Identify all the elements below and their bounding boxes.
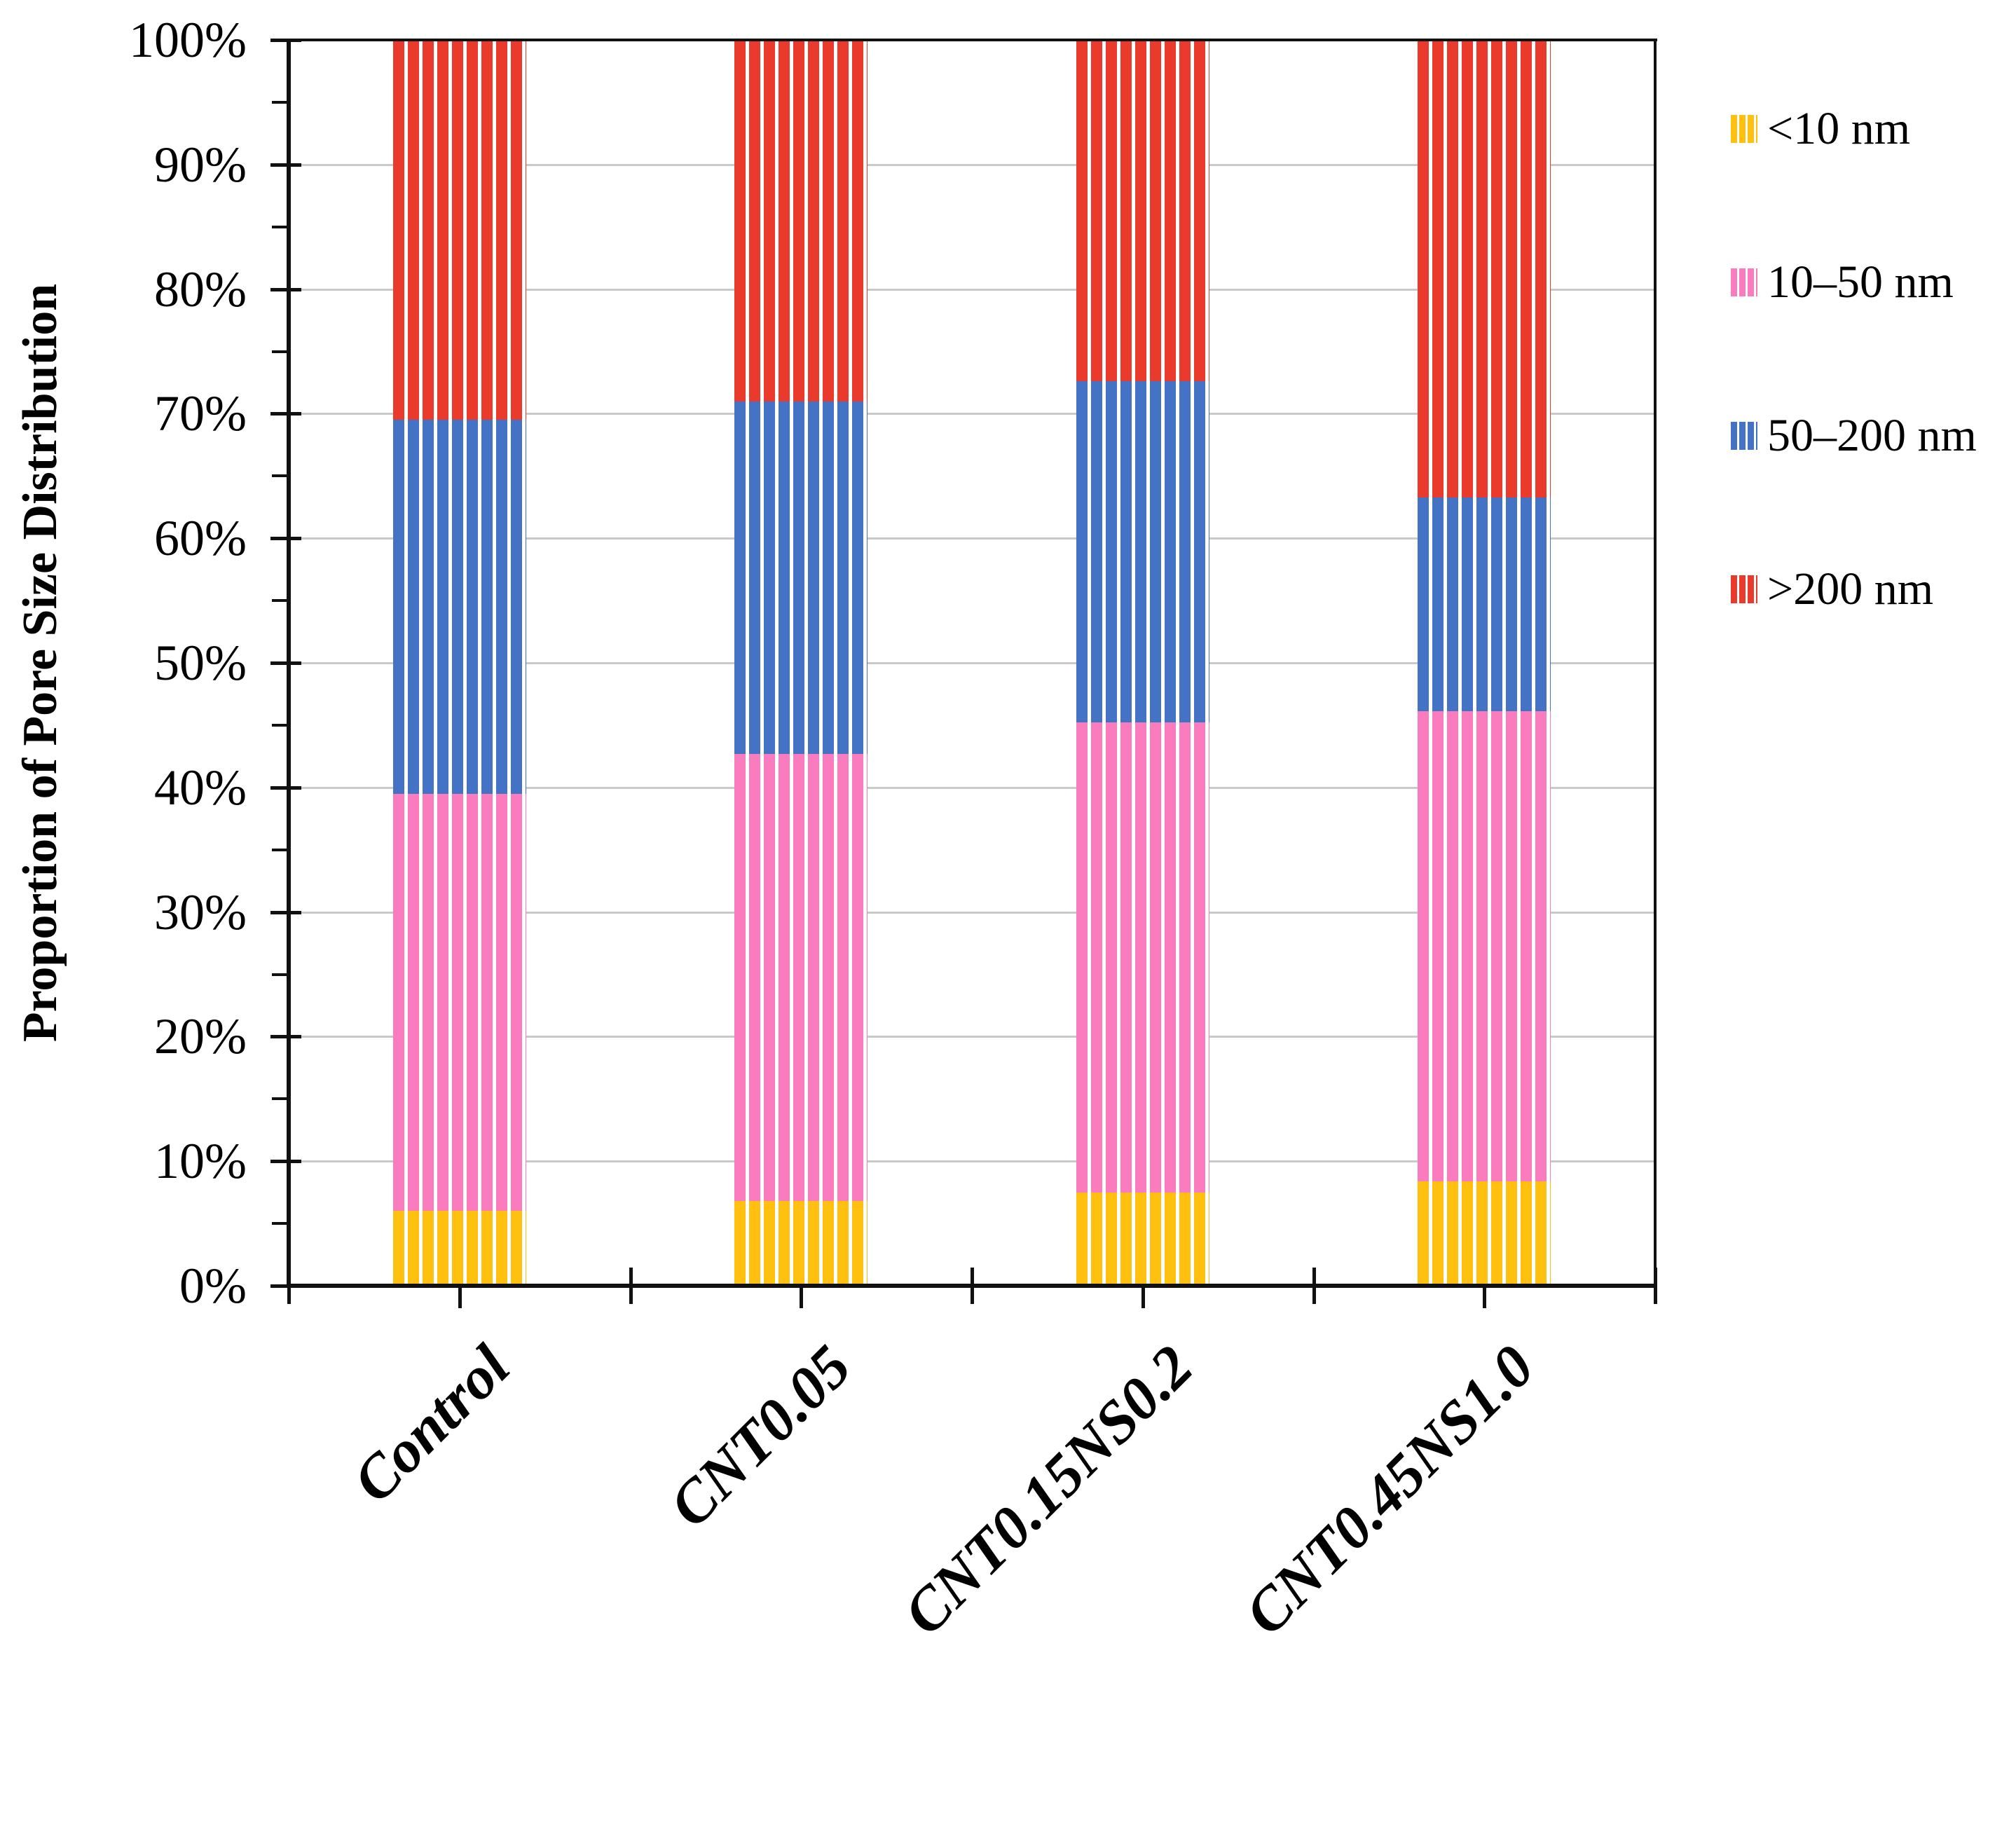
bar-segment — [392, 420, 526, 794]
bar-segment — [392, 793, 526, 1211]
y-tick-label: 50% — [154, 635, 247, 691]
y-gridline — [289, 537, 1655, 540]
x-boundary-tick — [1312, 1268, 1316, 1304]
bar-segment — [1418, 497, 1551, 712]
y-gridline — [289, 662, 1655, 664]
y-minor-tick — [272, 973, 289, 976]
legend-swatch — [1731, 422, 1757, 450]
bar-segment — [1076, 381, 1209, 723]
legend-swatch — [1731, 115, 1757, 143]
legend-label: 10–50 nm — [1767, 256, 1954, 308]
bar-segment — [392, 1211, 526, 1286]
y-major-tick — [270, 537, 301, 541]
y-minor-tick — [272, 1097, 289, 1101]
y-major-tick — [270, 163, 301, 167]
y-major-tick — [270, 39, 301, 42]
y-tick-label: 0% — [179, 1258, 247, 1314]
legend-label: 50–200 nm — [1767, 410, 1977, 461]
y-tick-label: 20% — [154, 1008, 247, 1065]
y-major-tick — [270, 287, 301, 291]
bar-segment — [1418, 1181, 1551, 1286]
legend-swatch — [1731, 268, 1757, 296]
y-minor-tick — [272, 1222, 289, 1226]
x-boundary-tick — [629, 1268, 633, 1304]
y-minor-tick — [272, 474, 289, 478]
y-tick-label: 100% — [129, 12, 247, 68]
x-center-tick — [1483, 1286, 1487, 1308]
bar-segment — [734, 1201, 868, 1286]
y-minor-tick — [272, 599, 289, 603]
bar-segment — [1418, 40, 1551, 497]
legend-item: <10 nm — [1731, 103, 1911, 154]
bar-segment — [734, 753, 868, 1202]
y-minor-tick — [272, 723, 289, 727]
y-gridline — [289, 163, 1655, 166]
x-boundary-tick — [1654, 1268, 1657, 1304]
y-gridline — [289, 911, 1655, 914]
bar-segment — [1076, 40, 1209, 382]
y-tick-label: 10% — [154, 1133, 247, 1190]
y-major-tick — [270, 1160, 301, 1164]
x-boundary-tick — [971, 1268, 974, 1304]
plot-right-border — [1654, 39, 1657, 1287]
y-gridline — [289, 786, 1655, 789]
legend-item: 10–50 nm — [1731, 256, 1954, 308]
y-major-tick — [270, 412, 301, 416]
legend-label: >200 nm — [1767, 563, 1934, 615]
bar-segment — [1076, 1192, 1209, 1286]
x-center-tick — [800, 1286, 804, 1308]
legend-label: <10 nm — [1767, 103, 1911, 154]
y-minor-tick — [272, 225, 289, 228]
legend-item: >200 nm — [1731, 563, 1934, 615]
x-center-tick — [458, 1286, 462, 1308]
y-gridline — [289, 1160, 1655, 1163]
y-major-tick — [270, 1284, 301, 1288]
bar-segment — [734, 40, 868, 401]
y-major-tick — [270, 785, 301, 790]
y-gridline — [289, 1036, 1655, 1038]
bar-segment — [1076, 722, 1209, 1193]
y-gridline — [289, 413, 1655, 416]
y-tick-label: 30% — [154, 884, 247, 940]
legend-swatch — [1731, 575, 1757, 603]
y-major-tick — [270, 1035, 301, 1039]
x-boundary-tick — [287, 1268, 291, 1304]
x-center-tick — [1141, 1286, 1145, 1308]
bar-segment — [392, 40, 526, 420]
bar-segment — [734, 401, 868, 754]
y-major-tick — [270, 910, 301, 914]
stacked-bar-chart: Proportion of Pore Size Distribution 0% 1… — [13, 12, 1977, 1648]
y-minor-tick — [272, 848, 289, 851]
y-minor-tick — [272, 350, 289, 353]
legend-item: 50–200 nm — [1731, 410, 1977, 461]
y-tick-label: 70% — [154, 385, 247, 442]
plot-top-border — [287, 39, 1657, 41]
y-tick-label: 60% — [154, 510, 247, 567]
y-major-tick — [270, 661, 301, 665]
y-gridline — [289, 288, 1655, 291]
y-tick-label: 40% — [154, 759, 247, 816]
y-tick-label: 80% — [154, 261, 247, 317]
y-tick-label: 90% — [154, 136, 247, 193]
bar-segment — [1418, 711, 1551, 1181]
y-minor-tick — [272, 100, 289, 104]
